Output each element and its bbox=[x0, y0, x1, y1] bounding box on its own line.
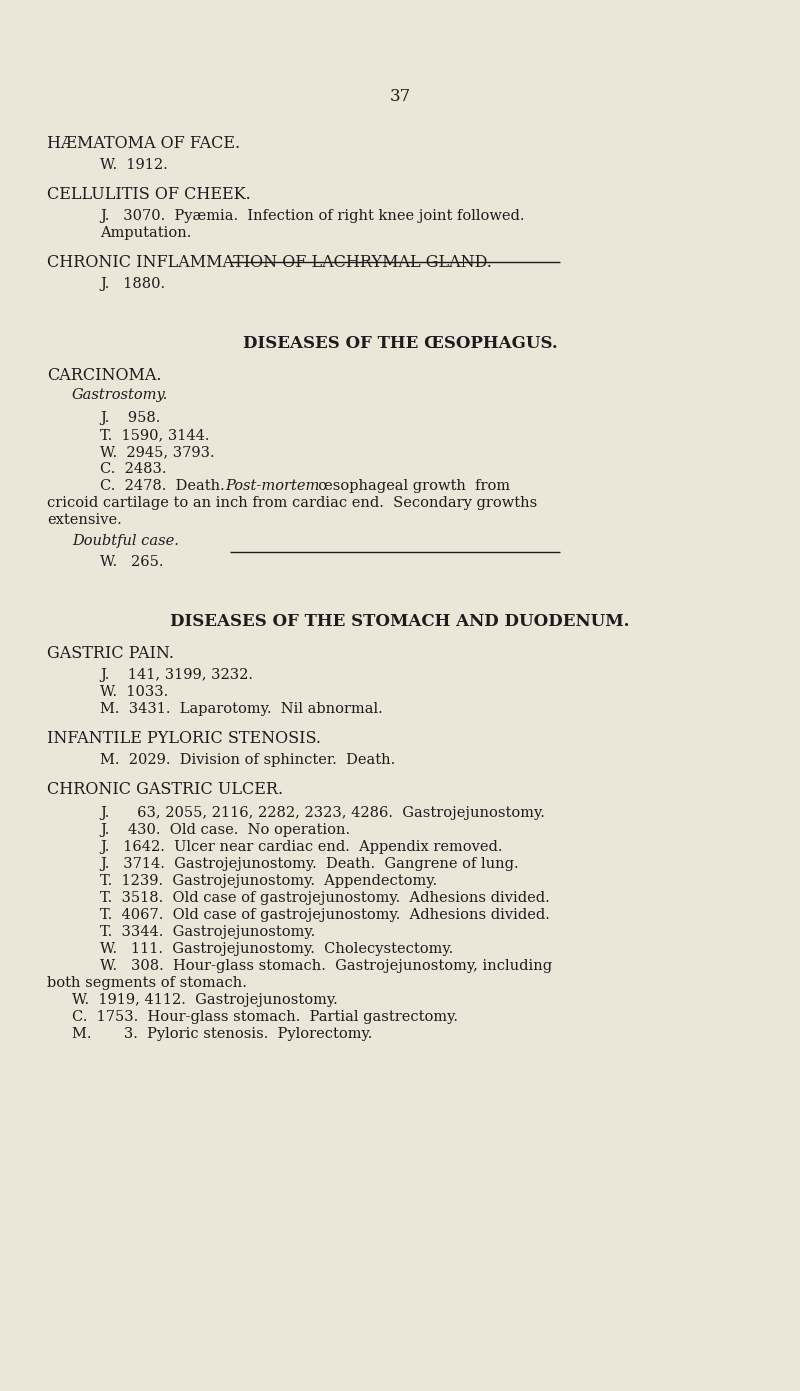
Text: W.  1919, 4112.  Gastrojejunostomy.: W. 1919, 4112. Gastrojejunostomy. bbox=[72, 993, 338, 1007]
Text: J.    141, 3199, 3232.: J. 141, 3199, 3232. bbox=[100, 668, 253, 682]
Text: CHRONIC INFLAMMATION OF LACHRYMAL GLAND.: CHRONIC INFLAMMATION OF LACHRYMAL GLAND. bbox=[47, 255, 492, 271]
Text: C.  2483.: C. 2483. bbox=[100, 462, 166, 476]
Text: M.  3431.  Laparotomy.  Nil abnormal.: M. 3431. Laparotomy. Nil abnormal. bbox=[100, 702, 382, 716]
Text: J.    430.  Old case.  No operation.: J. 430. Old case. No operation. bbox=[100, 823, 350, 837]
Text: M.  2029.  Division of sphincter.  Death.: M. 2029. Division of sphincter. Death. bbox=[100, 753, 395, 766]
Text: W.   308.  Hour-glass stomach.  Gastrojejunostomy, including: W. 308. Hour-glass stomach. Gastrojejuno… bbox=[100, 958, 552, 972]
Text: C.  1753.  Hour-glass stomach.  Partial gastrectomy.: C. 1753. Hour-glass stomach. Partial gas… bbox=[72, 1010, 458, 1024]
Text: T.  1239.  Gastrojejunostomy.  Appendectomy.: T. 1239. Gastrojejunostomy. Appendectomy… bbox=[100, 874, 437, 887]
Text: J.   3714.  Gastrojejunostomy.  Death.  Gangrene of lung.: J. 3714. Gastrojejunostomy. Death. Gangr… bbox=[100, 857, 518, 871]
Text: W.   265.: W. 265. bbox=[100, 555, 163, 569]
Text: C.  2478.  Death.: C. 2478. Death. bbox=[100, 479, 234, 492]
Text: T.  3518.  Old case of gastrojejunostomy.  Adhesions divided.: T. 3518. Old case of gastrojejunostomy. … bbox=[100, 892, 550, 906]
Text: T.  3344.  Gastrojejunostomy.: T. 3344. Gastrojejunostomy. bbox=[100, 925, 315, 939]
Text: Doubtful case.: Doubtful case. bbox=[72, 534, 179, 548]
Text: CARCINOMA.: CARCINOMA. bbox=[47, 367, 162, 384]
Text: CHRONIC GASTRIC ULCER.: CHRONIC GASTRIC ULCER. bbox=[47, 780, 283, 798]
Text: J.   3070.  Pyæmia.  Infection of right knee joint followed.: J. 3070. Pyæmia. Infection of right knee… bbox=[100, 209, 525, 223]
Text: both segments of stomach.: both segments of stomach. bbox=[47, 976, 247, 990]
Text: Gastrostomy.: Gastrostomy. bbox=[72, 388, 168, 402]
Text: W.   111.  Gastrojejunostomy.  Cholecystectomy.: W. 111. Gastrojejunostomy. Cholecystecto… bbox=[100, 942, 454, 956]
Text: T.  1590, 3144.: T. 1590, 3144. bbox=[100, 428, 210, 442]
Text: Amputation.: Amputation. bbox=[100, 225, 191, 241]
Text: J.      63, 2055, 2116, 2282, 2323, 4286.  Gastrojejunostomy.: J. 63, 2055, 2116, 2282, 2323, 4286. Gas… bbox=[100, 805, 545, 821]
Text: INFANTILE PYLORIC STENOSIS.: INFANTILE PYLORIC STENOSIS. bbox=[47, 730, 321, 747]
Text: CELLULITIS OF CHEEK.: CELLULITIS OF CHEEK. bbox=[47, 186, 250, 203]
Text: T.  4067.  Old case of gastrojejunostomy.  Adhesions divided.: T. 4067. Old case of gastrojejunostomy. … bbox=[100, 908, 550, 922]
Text: M.       3.  Pyloric stenosis.  Pylorectomy.: M. 3. Pyloric stenosis. Pylorectomy. bbox=[72, 1027, 372, 1040]
Text: J.   1642.  Ulcer near cardiac end.  Appendix removed.: J. 1642. Ulcer near cardiac end. Appendi… bbox=[100, 840, 502, 854]
Text: cricoid cartilage to an inch from cardiac end.  Secondary growths: cricoid cartilage to an inch from cardia… bbox=[47, 497, 538, 510]
Text: W.  1033.: W. 1033. bbox=[100, 684, 168, 700]
Text: J.   1880.: J. 1880. bbox=[100, 277, 165, 291]
Text: Post-mortem: Post-mortem bbox=[225, 479, 319, 492]
Text: W.  1912.: W. 1912. bbox=[100, 159, 168, 172]
Text: extensive.: extensive. bbox=[47, 513, 122, 527]
Text: W.  2945, 3793.: W. 2945, 3793. bbox=[100, 445, 214, 459]
Text: DISEASES OF THE STOMACH AND DUODENUM.: DISEASES OF THE STOMACH AND DUODENUM. bbox=[170, 613, 630, 630]
Text: DISEASES OF THE ŒSOPHAGUS.: DISEASES OF THE ŒSOPHAGUS. bbox=[242, 335, 558, 352]
Text: GASTRIC PAIN.: GASTRIC PAIN. bbox=[47, 645, 174, 662]
Text: J.    958.: J. 958. bbox=[100, 410, 160, 426]
Text: œsophageal growth  from: œsophageal growth from bbox=[309, 479, 510, 492]
Text: 37: 37 bbox=[390, 88, 410, 104]
Text: HÆMATOMA OF FACE.: HÆMATOMA OF FACE. bbox=[47, 135, 240, 152]
